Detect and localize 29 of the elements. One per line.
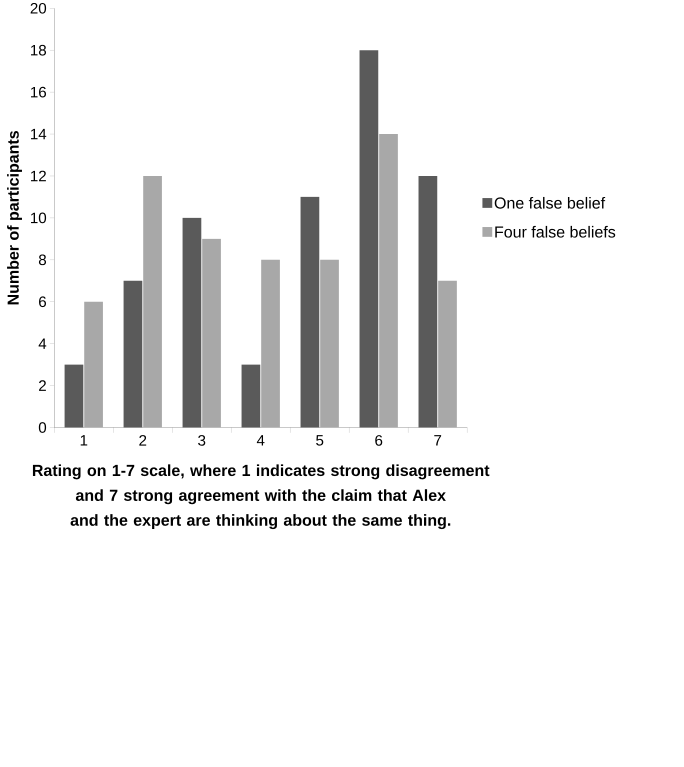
- y-tick-label: 12: [31, 170, 46, 182]
- y-tick-label: 0: [38, 422, 46, 433]
- y-tick-label: 14: [31, 128, 46, 140]
- bar: [379, 134, 398, 428]
- x-tick-label: 2: [139, 435, 146, 446]
- bar: [320, 260, 339, 428]
- y-tick-label: 8: [38, 254, 46, 266]
- bar: [143, 176, 162, 428]
- y-axis-title: Number of participants: [7, 131, 22, 304]
- y-tick-label: 10: [31, 212, 46, 224]
- legend-label: Four false beliefs: [495, 226, 616, 238]
- y-tick-label: 4: [38, 338, 46, 349]
- y-tick-label: 16: [31, 86, 46, 98]
- y-tick-label: 2: [39, 380, 46, 391]
- y-tick-label: 6: [39, 296, 46, 308]
- x-tick-label: 6: [375, 435, 382, 446]
- x-tick-label: 3: [198, 435, 206, 446]
- bar: [438, 280, 457, 428]
- bar: [261, 260, 280, 428]
- bar: [84, 302, 103, 428]
- y-tick-label: 20: [30, 2, 46, 14]
- x-tick-label: 7: [434, 435, 442, 446]
- legend-label: One false belief: [494, 196, 606, 209]
- x-axis-title: Rating on 1-7 scale, where 1 indicates strong disagreement and 7 strong agreement with the claim that Alex and the expert are thinking about the same thing.: [32, 464, 490, 530]
- x-tick-label: 5: [316, 435, 324, 446]
- y-tick-label: 18: [31, 44, 46, 56]
- x-tick-label: 4: [256, 435, 264, 446]
- x-tick-label: 1: [80, 435, 88, 446]
- bar: [202, 238, 221, 428]
